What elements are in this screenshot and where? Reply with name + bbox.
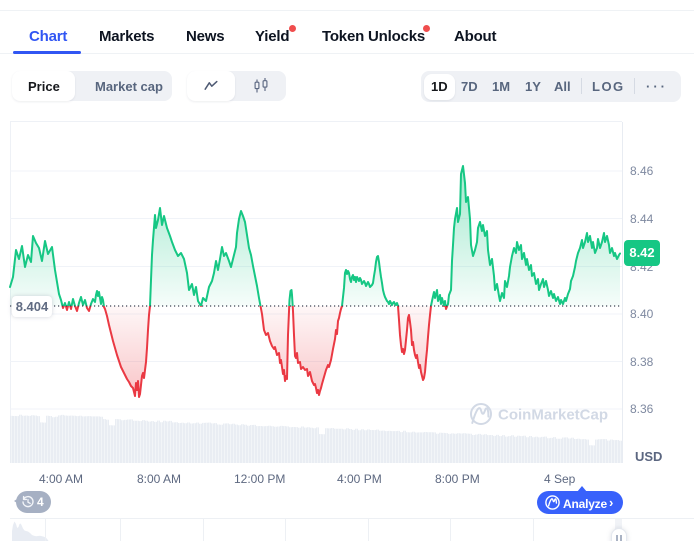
svg-text:CoinMarketCap: CoinMarketCap <box>498 407 608 424</box>
